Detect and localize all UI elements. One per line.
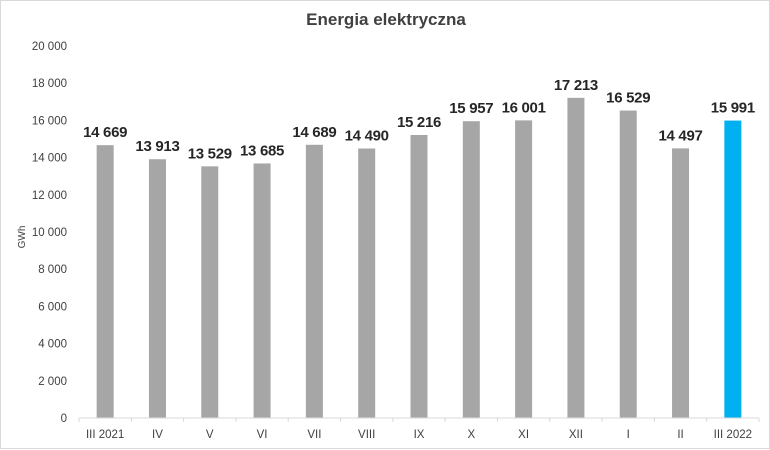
data-label: 14 490 <box>345 127 389 144</box>
data-label: 14 669 <box>83 124 127 141</box>
x-tick-label: III 2021 <box>86 429 124 441</box>
data-label: 15 991 <box>711 100 755 117</box>
bar <box>201 166 219 418</box>
y-tick-label: 4 000 <box>38 339 67 351</box>
data-label: 16 001 <box>502 99 546 116</box>
y-tick-label: 20 000 <box>32 41 67 53</box>
x-tick-label: VI <box>257 429 268 441</box>
y-tick-label: 6 000 <box>38 301 67 313</box>
data-label: 17 213 <box>554 77 598 94</box>
x-tick-label: IX <box>414 429 425 441</box>
y-tick-label: 2 000 <box>38 376 67 388</box>
x-tick-label: V <box>206 429 214 441</box>
bar <box>305 144 323 418</box>
data-label: 14 689 <box>292 124 336 141</box>
bar <box>358 148 376 418</box>
x-tick-label: X <box>467 429 475 441</box>
bar <box>253 163 271 418</box>
bar <box>724 120 742 419</box>
x-axis-ticks: III 2021 IV V VI VII VIII IX X XI XII I II III 2022 <box>78 418 760 441</box>
x-tick-label: VIII <box>358 429 375 441</box>
bar <box>410 134 428 418</box>
bar <box>619 110 637 418</box>
x-tick-label: VII <box>307 429 321 441</box>
bars <box>96 97 742 419</box>
data-label: 15 957 <box>449 100 493 117</box>
data-label: 15 216 <box>397 114 441 131</box>
x-tick-label: IV <box>152 429 163 441</box>
data-label: 16 529 <box>606 90 650 107</box>
bar <box>672 148 690 418</box>
bar <box>462 121 480 418</box>
x-tick-label: XI <box>518 429 529 441</box>
y-tick-label: 16 000 <box>32 115 67 127</box>
bar <box>515 120 533 418</box>
y-tick-label: 18 000 <box>32 78 67 90</box>
x-tick-label: II <box>677 429 683 441</box>
data-labels: 14 669 13 913 13 529 13 685 14 689 14 490 15 2… <box>83 77 755 163</box>
x-tick-label: I <box>627 429 630 441</box>
chart-title: Energia elektryczna <box>306 10 466 29</box>
y-axis-label: GWh <box>17 226 28 249</box>
bar <box>148 159 166 418</box>
x-tick-label: III 2022 <box>714 429 752 441</box>
data-label: 13 685 <box>240 142 284 159</box>
bar <box>96 145 114 418</box>
data-label: 13 913 <box>135 138 179 155</box>
x-tick-label: XII <box>569 429 583 441</box>
data-label: 14 497 <box>658 127 702 144</box>
bar <box>567 97 585 419</box>
y-tick-label: 8 000 <box>38 264 67 276</box>
y-tick-label: 0 <box>61 413 67 425</box>
y-tick-label: 12 000 <box>32 190 67 202</box>
y-tick-label: 14 000 <box>32 153 67 165</box>
y-axis-ticks: 0 2 000 4 000 6 000 8 000 10 000 12 000 14 000 1… <box>32 41 67 425</box>
y-tick-label: 10 000 <box>32 227 67 239</box>
data-label: 13 529 <box>188 145 232 162</box>
